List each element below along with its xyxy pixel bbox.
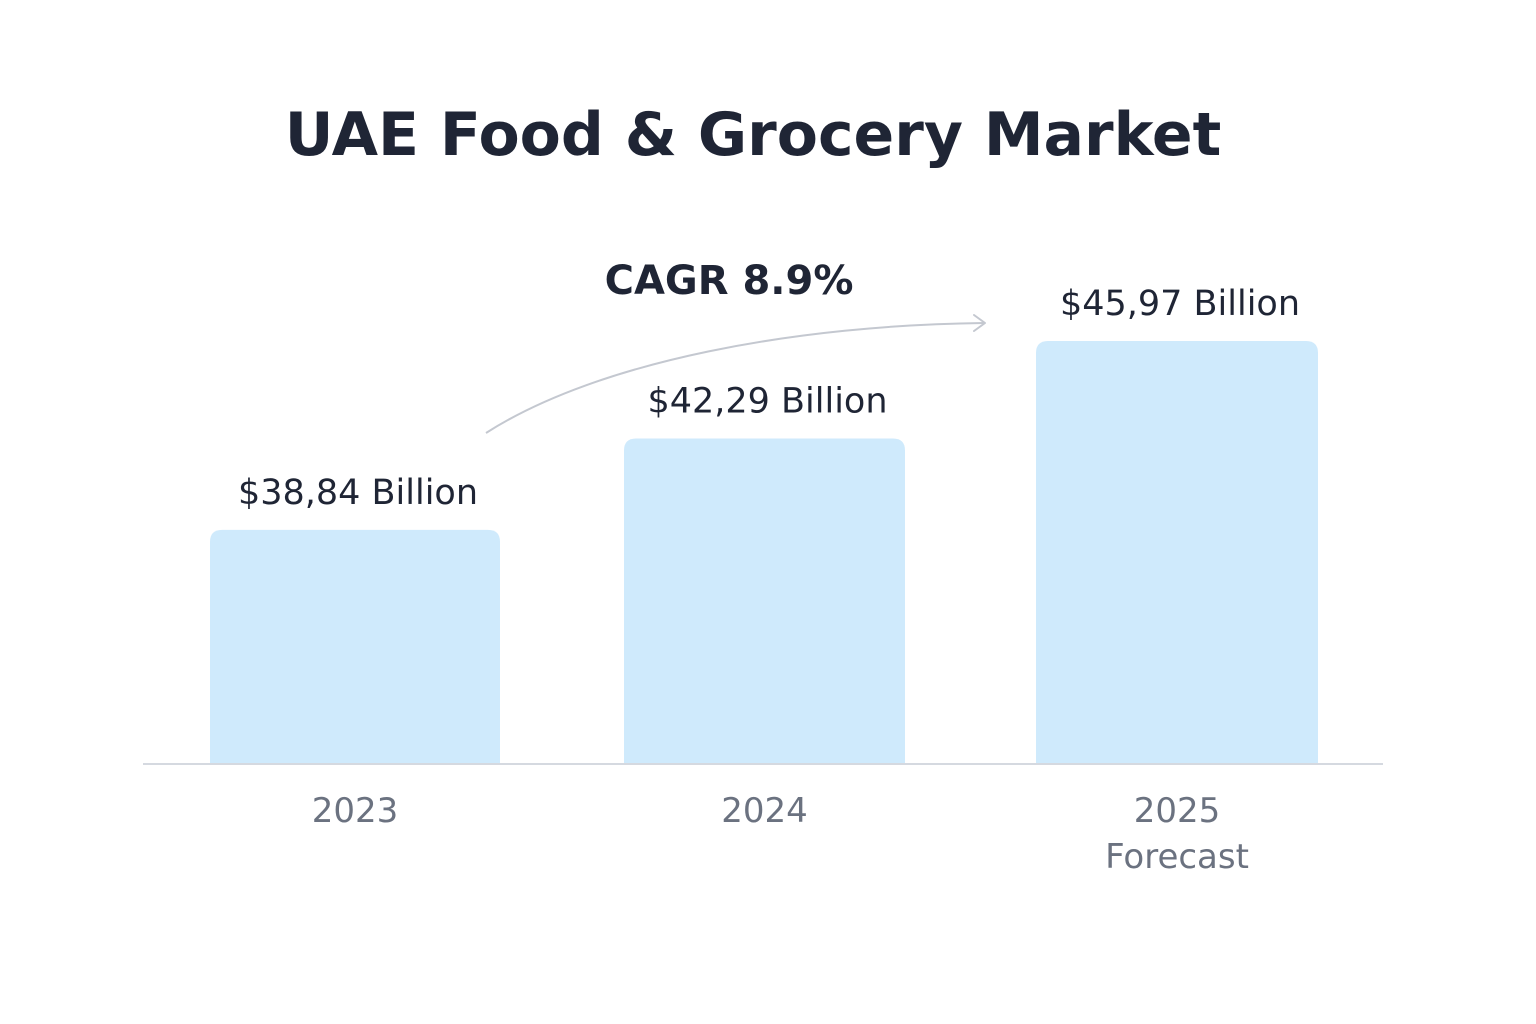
cagr-label: CAGR 8.9%: [605, 258, 854, 304]
tick-sublabel-2025: Forecast: [1105, 837, 1249, 877]
tick-label-2024: 2024: [721, 791, 808, 831]
tick-label-2025: 2025: [1134, 791, 1221, 831]
value-label-2025: $45,97 Billion: [1060, 284, 1300, 324]
tick-label-2023: 2023: [312, 791, 399, 831]
cagr-arrow-line: [485, 322, 985, 434]
bar-2023: [210, 529, 500, 764]
bar-2025: [1036, 341, 1318, 764]
cagr-arrow-head: [973, 314, 986, 332]
value-label-2024: $42,29 Billion: [647, 381, 887, 421]
value-label-2023: $38,84 Billion: [238, 473, 478, 513]
bar-2024: [624, 438, 905, 764]
chart-title: UAE Food & Grocery Market: [285, 100, 1222, 170]
